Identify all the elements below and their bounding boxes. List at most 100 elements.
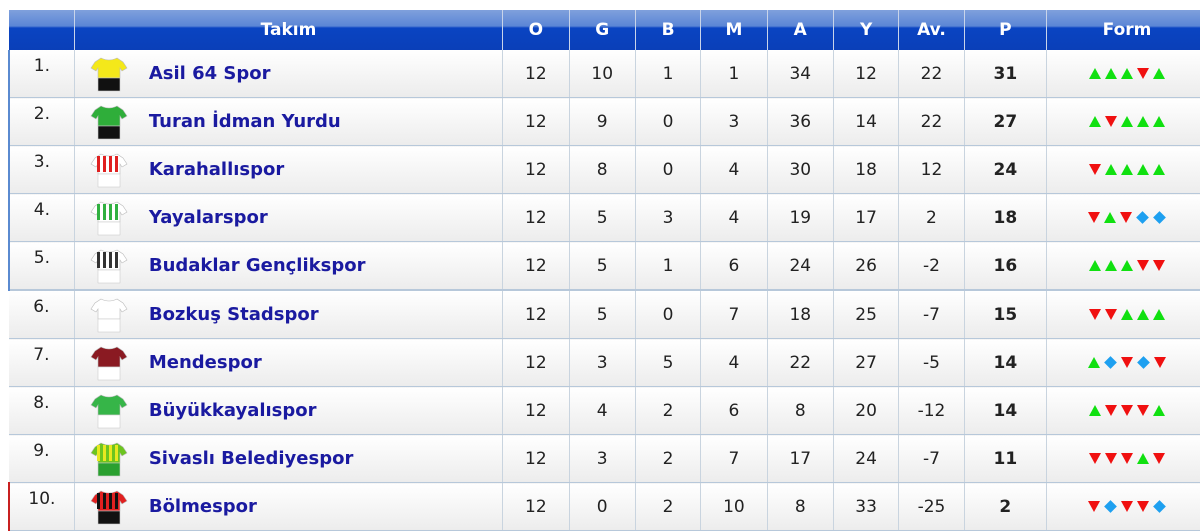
form-loss-icon bbox=[1088, 501, 1101, 512]
won-cell: 10 bbox=[569, 50, 636, 98]
form-cell bbox=[1046, 338, 1200, 387]
lost-cell: 10 bbox=[700, 482, 768, 531]
header-team[interactable]: Takım bbox=[74, 10, 504, 50]
form-cell bbox=[1046, 145, 1200, 194]
drawn-cell: 2 bbox=[635, 482, 702, 531]
form-cell bbox=[1046, 97, 1200, 146]
form-loss-icon bbox=[1137, 501, 1150, 512]
header-lost[interactable]: M bbox=[700, 10, 768, 50]
played-cell: 12 bbox=[502, 289, 570, 339]
team-link[interactable]: Bölmespor bbox=[148, 496, 257, 517]
form-win-icon bbox=[1121, 68, 1134, 79]
goals-against-cell: 17 bbox=[833, 193, 900, 242]
team-link[interactable]: Karahallıspor bbox=[148, 159, 285, 180]
team-shirt-icon bbox=[90, 442, 128, 476]
goals-for-cell: 8 bbox=[767, 482, 834, 531]
header-played[interactable]: O bbox=[502, 10, 570, 50]
team-shirt-icon bbox=[90, 201, 128, 235]
points-cell: 15 bbox=[964, 289, 1048, 339]
header-goals-against[interactable]: Y bbox=[833, 10, 900, 50]
goal-diff-cell: -12 bbox=[898, 386, 965, 435]
goal-diff-cell: 22 bbox=[898, 50, 965, 98]
table-row: 4. Yayalarspor 12 5 3 4 19 17 2 18 bbox=[7, 193, 1200, 242]
form-win-icon bbox=[1153, 405, 1166, 416]
team-shirt-icon bbox=[90, 105, 128, 139]
table-row: 1. Asil 64 Spor 12 10 1 1 34 12 22 31 bbox=[7, 50, 1200, 98]
form-loss-icon bbox=[1137, 260, 1150, 271]
goals-for-cell: 17 bbox=[767, 434, 834, 483]
header-drawn[interactable]: B bbox=[635, 10, 702, 50]
form-win-icon bbox=[1137, 309, 1150, 320]
header-goals-for[interactable]: A bbox=[767, 10, 834, 50]
team-link[interactable]: Büyükkayalıspor bbox=[148, 400, 317, 421]
points-cell: 16 bbox=[964, 241, 1048, 291]
lost-cell: 1 bbox=[700, 50, 768, 98]
goal-diff-cell: -25 bbox=[898, 482, 965, 531]
lost-cell: 6 bbox=[700, 241, 768, 291]
form-win-icon bbox=[1137, 164, 1150, 175]
won-cell: 8 bbox=[569, 145, 636, 194]
rank-cell: 8. bbox=[9, 386, 75, 435]
header-row: Takım O G B M A Y Av. P Form bbox=[9, 10, 1200, 50]
form-loss-icon bbox=[1121, 405, 1134, 416]
form-win-icon bbox=[1105, 260, 1118, 271]
goals-against-cell: 25 bbox=[833, 289, 900, 339]
drawn-cell: 0 bbox=[635, 97, 702, 146]
drawn-cell: 1 bbox=[635, 50, 702, 98]
form-win-icon bbox=[1089, 260, 1102, 271]
drawn-cell: 3 bbox=[635, 193, 702, 242]
won-cell: 0 bbox=[569, 482, 636, 531]
goals-for-cell: 19 bbox=[767, 193, 834, 242]
team-shirt-icon bbox=[90, 490, 128, 524]
form-loss-icon bbox=[1089, 164, 1102, 175]
rank-cell: 6. bbox=[9, 289, 75, 339]
team-shirt-icon bbox=[90, 298, 128, 332]
team-link[interactable]: Yayalarspor bbox=[148, 207, 268, 228]
form-loss-icon bbox=[1121, 501, 1134, 512]
header-form: Form bbox=[1046, 10, 1200, 50]
header-goal-diff[interactable]: Av. bbox=[898, 10, 965, 50]
team-shirt-icon bbox=[90, 57, 128, 91]
form-loss-icon bbox=[1105, 116, 1118, 127]
played-cell: 12 bbox=[502, 482, 570, 531]
team-shirt-icon bbox=[90, 394, 128, 428]
standings-table: Takım O G B M A Y Av. P Form 1. Asil 64 … bbox=[7, 10, 1200, 531]
goals-for-cell: 22 bbox=[767, 338, 834, 387]
lost-cell: 3 bbox=[700, 97, 768, 146]
form-loss-icon bbox=[1137, 68, 1150, 79]
form-win-icon bbox=[1137, 116, 1150, 127]
table-row: 9. Sivaslı Belediyespor 12 3 2 7 17 24 -7 11 bbox=[9, 434, 1200, 483]
team-link[interactable]: Mendespor bbox=[148, 352, 262, 373]
goals-against-cell: 14 bbox=[833, 97, 900, 146]
team-link[interactable]: Asil 64 Spor bbox=[148, 63, 271, 84]
team-link[interactable]: Turan İdman Yurdu bbox=[148, 111, 341, 132]
goal-diff-cell: 2 bbox=[898, 193, 965, 242]
goal-diff-cell: -5 bbox=[898, 338, 965, 387]
form-draw-icon bbox=[1136, 211, 1149, 224]
table-row: 8. Büyükkayalıspor 12 4 2 6 8 20 -12 14 bbox=[9, 386, 1200, 435]
table-row: 10. Bölmespor 12 0 2 10 8 33 -25 2 bbox=[7, 482, 1200, 531]
table-row: 3. Karahallıspor 12 8 0 4 30 18 12 24 bbox=[7, 145, 1200, 194]
header-won[interactable]: G bbox=[569, 10, 636, 50]
team-link[interactable]: Sivaslı Belediyespor bbox=[148, 448, 354, 469]
form-win-icon bbox=[1137, 453, 1150, 464]
form-win-icon bbox=[1105, 164, 1118, 175]
team-link[interactable]: Budaklar Gençlikspor bbox=[148, 255, 366, 276]
rank-cell: 10. bbox=[7, 482, 75, 531]
played-cell: 12 bbox=[502, 241, 570, 291]
header-points[interactable]: P bbox=[964, 10, 1048, 50]
won-cell: 5 bbox=[569, 289, 636, 339]
goals-against-cell: 24 bbox=[833, 434, 900, 483]
points-cell: 14 bbox=[964, 386, 1048, 435]
team-link[interactable]: Bozkuş Stadspor bbox=[148, 304, 319, 325]
form-win-icon bbox=[1121, 116, 1134, 127]
form-loss-icon bbox=[1153, 453, 1166, 464]
form-cell bbox=[1046, 482, 1200, 531]
won-cell: 9 bbox=[569, 97, 636, 146]
goals-against-cell: 20 bbox=[833, 386, 900, 435]
rank-cell: 1. bbox=[7, 50, 75, 98]
table-row: 5. Budaklar Gençlikspor 12 5 1 6 24 26 -2 16 bbox=[7, 241, 1200, 291]
rank-cell: 4. bbox=[7, 193, 75, 242]
form-loss-icon bbox=[1153, 260, 1166, 271]
lost-cell: 4 bbox=[700, 193, 768, 242]
